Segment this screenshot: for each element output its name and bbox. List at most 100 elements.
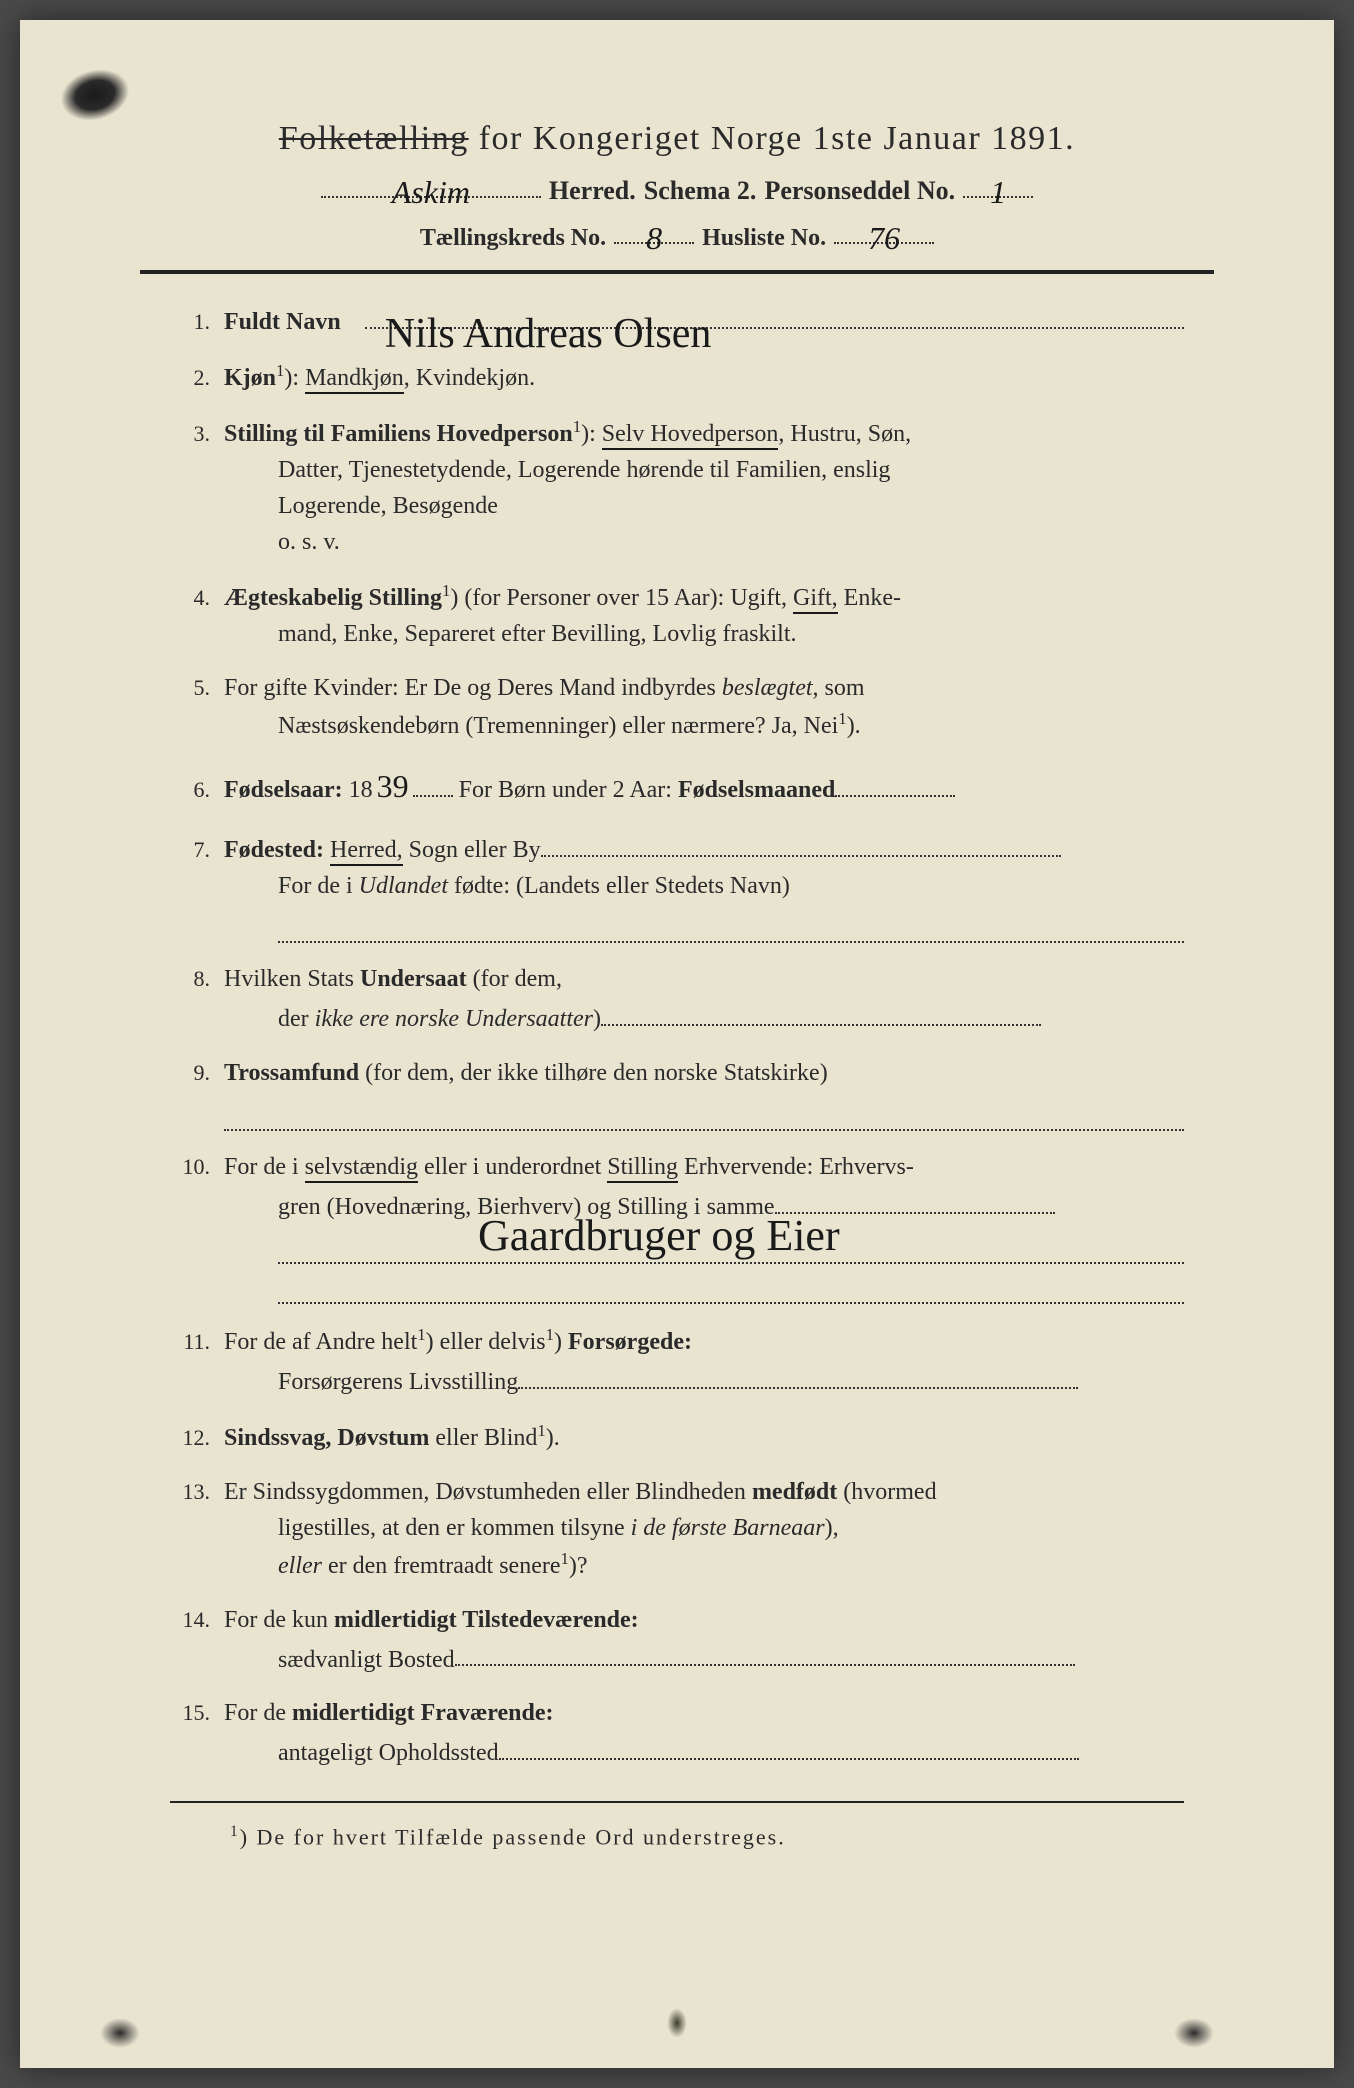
bosted-dots — [455, 1638, 1075, 1667]
line2-a: der — [278, 1006, 315, 1032]
field-body: For de midlertidigt Fraværende: antageli… — [224, 1695, 1184, 1771]
taellingskreds-no: 8 — [646, 220, 662, 256]
row-num: 7. — [170, 833, 210, 866]
line2: antageligt Opholdssted — [278, 1731, 1184, 1771]
form-header: Folketælling for Kongeriget Norge 1ste J… — [140, 120, 1214, 274]
sup: 1 — [561, 1549, 569, 1568]
row-9: 9. Trossamfund (for dem, der ikke tilhør… — [170, 1055, 1184, 1131]
text-c: Erhvervende: Erhvervs- — [678, 1154, 914, 1180]
text-b: ) eller delvis — [426, 1329, 546, 1355]
field-body: For gifte Kvinder: Er De og Deres Mand i… — [224, 670, 1184, 744]
row-3: 3. Stilling til Familiens Hovedperson1):… — [170, 414, 1184, 560]
aegteskab-label: Ægteskabelig Stilling — [224, 585, 442, 611]
text-b: eller i underordnet — [418, 1154, 607, 1180]
line2-a: For de i — [278, 873, 359, 899]
tilstede-label: midlertidigt Tilstedeværende: — [334, 1607, 639, 1633]
selvstaendig-selected: selvstændig — [305, 1154, 418, 1183]
undersaat-label: Undersaat — [360, 966, 467, 992]
row-num: 15. — [170, 1696, 210, 1729]
row-num: 9. — [170, 1056, 210, 1089]
sup: 1 — [573, 417, 581, 436]
occupation-line: Gaardbruger og Eier — [278, 1231, 1184, 1265]
birthplace-line2-dots — [278, 910, 1184, 944]
text-b: , som — [813, 675, 865, 701]
line2-a: ligestilles, at den er kommen tilsyne — [278, 1515, 631, 1541]
text-a: Hvilken Stats — [224, 966, 360, 992]
field-body: Hvilken Stats Undersaat (for dem, der ik… — [224, 961, 1184, 1037]
row-num: 3. — [170, 417, 210, 450]
row-num: 6. — [170, 773, 210, 806]
field-body: Trossamfund (for dem, der ikke tilhøre d… — [224, 1055, 1184, 1131]
sup: 1 — [838, 709, 846, 728]
husliste-no: 76 — [868, 220, 900, 256]
fuldt-navn-label: Fuldt Navn — [224, 304, 341, 340]
field-body: For de i selvstændig eller i underordnet… — [224, 1149, 1184, 1304]
eller: eller — [278, 1553, 322, 1579]
line3: Logerende, Besøgende — [278, 488, 1184, 524]
sup2: 1 — [546, 1325, 554, 1344]
trossamfund-label: Trossamfund — [224, 1060, 359, 1086]
sup1: 1 — [417, 1325, 425, 1344]
field-body: Stilling til Familiens Hovedperson1): Se… — [224, 414, 1184, 560]
fodselsaar-label: Fødselsaar: — [224, 777, 343, 803]
kjon-label: Kjøn — [224, 365, 276, 391]
row-10: 10. For de i selvstændig eller i underor… — [170, 1149, 1184, 1304]
occupation-handwriting: Gaardbruger og Eier — [478, 1203, 840, 1269]
sup: 1 — [537, 1421, 545, 1440]
gift-selected: Gift, — [793, 585, 838, 614]
text-a: For de — [224, 1700, 292, 1726]
month-dots — [835, 768, 955, 797]
line3: eller er den fremtraadt senere1)? — [278, 1546, 1184, 1584]
selv-hovedperson-selected: Selv Hovedperson — [602, 421, 779, 450]
title-rest: for Kongeriget Norge 1ste Januar 1891. — [469, 120, 1075, 157]
herred-line: Askim Herred. Schema 2. Personseddel No.… — [140, 170, 1214, 206]
line2: sædvanligt Bosted — [278, 1638, 1184, 1678]
text-b: ). — [546, 1425, 560, 1451]
footnote-sup: 1 — [230, 1823, 240, 1840]
row-num: 12. — [170, 1421, 210, 1454]
title-prefix: Folketælling — [279, 120, 469, 157]
birthplace-dots — [541, 828, 1061, 857]
line2-b: ). — [847, 713, 861, 739]
line2: Forsørgerens Livsstilling — [278, 1360, 1184, 1400]
text-c: ) — [554, 1329, 568, 1355]
personseddel-label: Personseddel No. — [764, 176, 955, 206]
line3-c: )? — [569, 1553, 588, 1579]
line2-b: ), — [825, 1515, 839, 1541]
line2-text: sædvanligt Bosted — [278, 1646, 455, 1672]
census-form-page: Folketælling for Kongeriget Norge 1ste J… — [20, 20, 1334, 2068]
field-body: For de af Andre helt1) eller delvis1) Fo… — [224, 1322, 1184, 1400]
row-13: 13. Er Sindssygdommen, Døvstumheden elle… — [170, 1474, 1184, 1584]
field-body: Fødested: Herred, Sogn eller By For de i… — [224, 828, 1184, 943]
herred-handwriting: Askim — [392, 174, 470, 210]
row-1: 1. Fuldt Navn Nils Andreas Olsen — [170, 304, 1184, 340]
personseddel-field: 1 — [963, 170, 1033, 198]
text-a: ) (for Personer over 15 Aar): Ugift, — [450, 585, 793, 611]
row-8: 8. Hvilken Stats Undersaat (for dem, der… — [170, 961, 1184, 1037]
forste-barneaar: i de første Barneaar — [631, 1515, 825, 1541]
birthyear-hand: 39 — [377, 762, 409, 810]
kvindekjon: , Kvindekjøn. — [404, 365, 535, 391]
field-body: Fødselsaar: 1839 For Børn under 2 Aar: F… — [224, 762, 1184, 810]
row-num: 2. — [170, 361, 210, 394]
taellingskreds-label: Tællingskreds No. — [420, 225, 606, 252]
row-num: 10. — [170, 1150, 210, 1183]
row-4: 4. Ægteskabelig Stilling1) (for Personer… — [170, 578, 1184, 652]
husliste-label: Husliste No. — [702, 225, 826, 252]
beslaegtet: beslægtet — [722, 675, 813, 701]
sindssvag-label: Sindssvag, Døvstum — [224, 1425, 429, 1451]
name-field: Nils Andreas Olsen — [365, 327, 1184, 329]
rest-opts: , Hustru, Søn, — [778, 421, 911, 447]
text-b: For Børn under 2 Aar: — [453, 777, 678, 803]
line2: ligestilles, at den er kommen tilsyne i … — [278, 1510, 1184, 1546]
husliste-field: 76 — [834, 216, 934, 244]
text-a: (for dem, der ikke tilhøre den norske St… — [359, 1060, 828, 1086]
text-a: For de af Andre helt — [224, 1329, 417, 1355]
line2-text: Forsørgerens Livsstilling — [278, 1369, 518, 1395]
text-a: Sogn eller By — [403, 837, 541, 863]
corner-stain-left — [100, 2018, 140, 2048]
line2: For de i Udlandet fødte: (Landets eller … — [278, 868, 1184, 904]
row-12: 12. Sindssvag, Døvstum eller Blind1). — [170, 1418, 1184, 1456]
stilling-selected: Stilling — [607, 1154, 678, 1183]
text-a: For de i — [224, 1154, 305, 1180]
